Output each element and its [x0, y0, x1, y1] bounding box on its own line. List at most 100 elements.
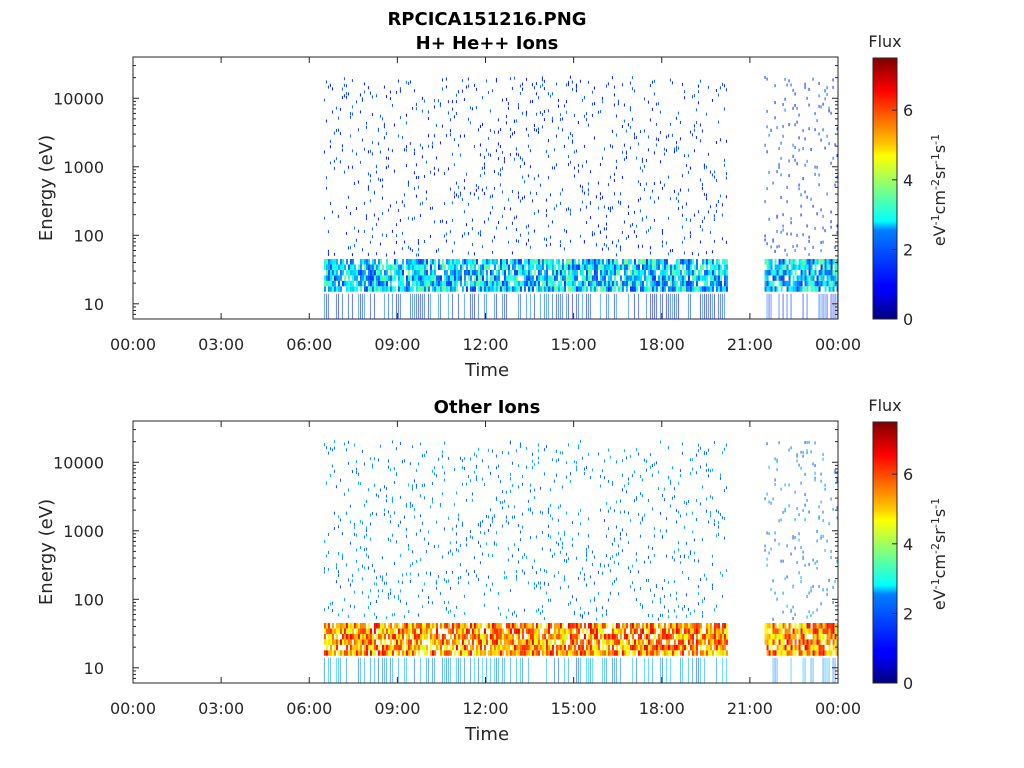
- flux-cell: [375, 275, 378, 281]
- flux-cell: [653, 462, 655, 466]
- flux-cell: [337, 128, 339, 132]
- flux-cell: [587, 623, 590, 629]
- flux-cell: [671, 248, 673, 252]
- flux-cell: [425, 450, 427, 454]
- flux-cell: [585, 551, 587, 555]
- flux-cell: [353, 522, 355, 526]
- flux-cell: [531, 83, 533, 87]
- colorbar-1-label: eV-1cm-2sr-1s-1: [929, 134, 949, 246]
- flux-cell: [475, 280, 478, 287]
- flux-cell: [367, 639, 370, 645]
- flux-cell: [794, 628, 797, 634]
- flux-cell: [551, 633, 554, 640]
- flux-cell: [359, 110, 361, 114]
- flux-cell: [669, 479, 671, 483]
- flux-cell: [405, 145, 407, 149]
- flux-cell: [605, 293, 607, 319]
- flux-cell: [719, 633, 722, 640]
- flux-cell: [455, 628, 458, 634]
- flux-cell: [659, 600, 661, 604]
- flux-cell: [633, 230, 635, 234]
- flux-cell: [613, 264, 616, 270]
- flux-cell: [451, 570, 453, 574]
- flux-cell: [475, 454, 477, 458]
- flux-cell: [331, 623, 334, 629]
- spectrogram-2-cells: [323, 439, 838, 683]
- flux-cell: [808, 644, 811, 651]
- flux-cell: [651, 650, 654, 656]
- flux-cell: [599, 259, 602, 265]
- flux-cell: [645, 280, 648, 287]
- flux-cell: [515, 644, 518, 651]
- flux-cell: [547, 293, 549, 319]
- flux-cell: [826, 639, 829, 645]
- flux-cell: [519, 91, 521, 95]
- flux-cell: [403, 286, 406, 292]
- flux-cell: [439, 275, 442, 281]
- flux-cell: [563, 275, 566, 281]
- flux-cell: [395, 90, 397, 94]
- flux-cell: [685, 644, 688, 651]
- flux-cell: [822, 240, 824, 244]
- flux-cell: [595, 650, 598, 656]
- flux-cell: [359, 264, 362, 270]
- flux-cell: [551, 650, 554, 656]
- flux-cell: [377, 129, 379, 133]
- flux-cell: [357, 128, 359, 132]
- flux-cell: [711, 286, 714, 292]
- flux-cell: [467, 639, 470, 645]
- flux-cell: [814, 561, 816, 565]
- flux-cell: [337, 639, 340, 645]
- flux-cell: [519, 442, 521, 446]
- flux-cell: [800, 481, 802, 485]
- flux-cell: [439, 264, 442, 270]
- flux-cell: [641, 157, 643, 161]
- flux-cell: [503, 269, 506, 276]
- flux-cell: [463, 269, 466, 276]
- flux-cell: [643, 650, 646, 656]
- flux-cell: [515, 574, 517, 578]
- flux-cell: [515, 657, 517, 683]
- flux-cell: [559, 293, 561, 319]
- flux-cell: [487, 286, 490, 292]
- flux-cell: [327, 286, 330, 292]
- flux-cell: [533, 123, 535, 127]
- flux-cell: [541, 644, 544, 651]
- flux-cell: [479, 275, 482, 281]
- flux-cell: [421, 269, 424, 276]
- flux-cell: [575, 556, 577, 560]
- flux-cell: [509, 650, 512, 656]
- flux-cell: [595, 280, 598, 287]
- flux-cell: [611, 269, 614, 276]
- flux-cell: [721, 573, 723, 577]
- flux-cell: [639, 166, 641, 170]
- flux-cell: [381, 628, 384, 634]
- flux-cell: [663, 147, 665, 151]
- flux-cell: [479, 650, 482, 656]
- flux-cell: [719, 473, 721, 477]
- flux-cell: [391, 286, 394, 292]
- flux-cell: [497, 172, 499, 176]
- flux-cell: [431, 259, 434, 265]
- flux-cell: [467, 581, 469, 585]
- flux-cell: [431, 482, 433, 486]
- flux-cell: [549, 259, 552, 265]
- flux-cell: [519, 84, 521, 88]
- flux-cell: [345, 259, 348, 265]
- flux-cell: [377, 628, 380, 634]
- flux-cell: [515, 269, 518, 276]
- flux-cell: [599, 197, 601, 201]
- flux-cell: [717, 520, 719, 524]
- flux-cell: [669, 481, 671, 485]
- flux-cell: [383, 485, 385, 489]
- flux-cell: [437, 264, 440, 270]
- flux-cell: [677, 264, 680, 270]
- flux-cell: [661, 231, 663, 235]
- flux-cell: [533, 259, 536, 265]
- flux-cell: [335, 566, 337, 570]
- flux-cell: [689, 234, 691, 238]
- flux-cell: [411, 504, 413, 508]
- flux-cell: [675, 269, 678, 276]
- flux-cell: [822, 102, 824, 106]
- flux-cell: [685, 202, 687, 206]
